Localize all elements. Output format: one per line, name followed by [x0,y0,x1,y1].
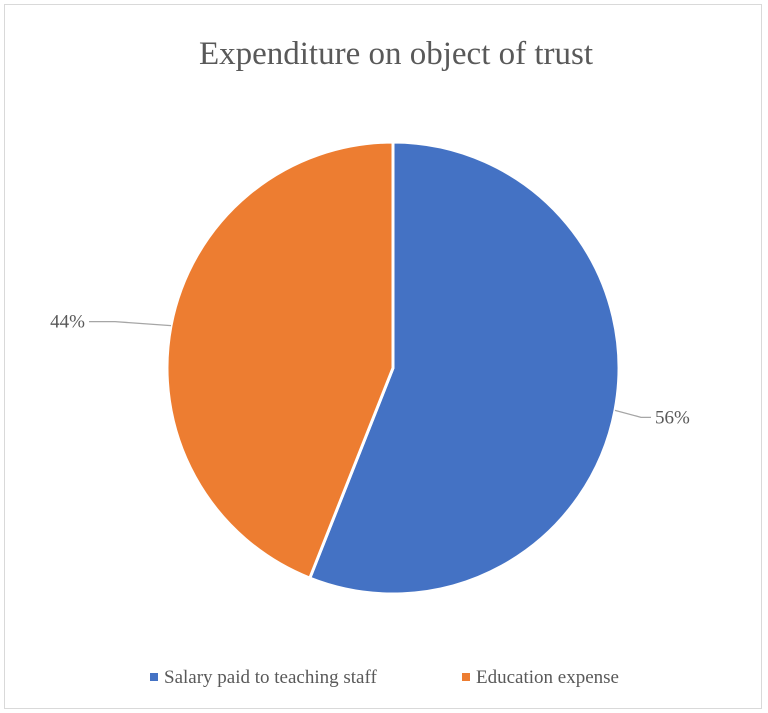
data-label-1: 44% [50,312,85,333]
data-label-0: 56% [655,407,690,428]
chart-title: Expenditure on object of trust [199,36,593,72]
pie-slice-1 [165,140,395,580]
legend-label-0: Salary paid to teaching staff [164,667,377,688]
legend-marker-0 [150,673,158,681]
legend-marker-1 [462,673,470,681]
legend: Salary paid to teaching staff Education e… [150,667,619,688]
pie-slices [165,140,621,596]
leader-line-1 [89,321,172,327]
legend-label-1: Education expense [476,667,619,688]
leader-line-0 [614,409,651,418]
data-labels: 56% 44% [50,312,690,429]
